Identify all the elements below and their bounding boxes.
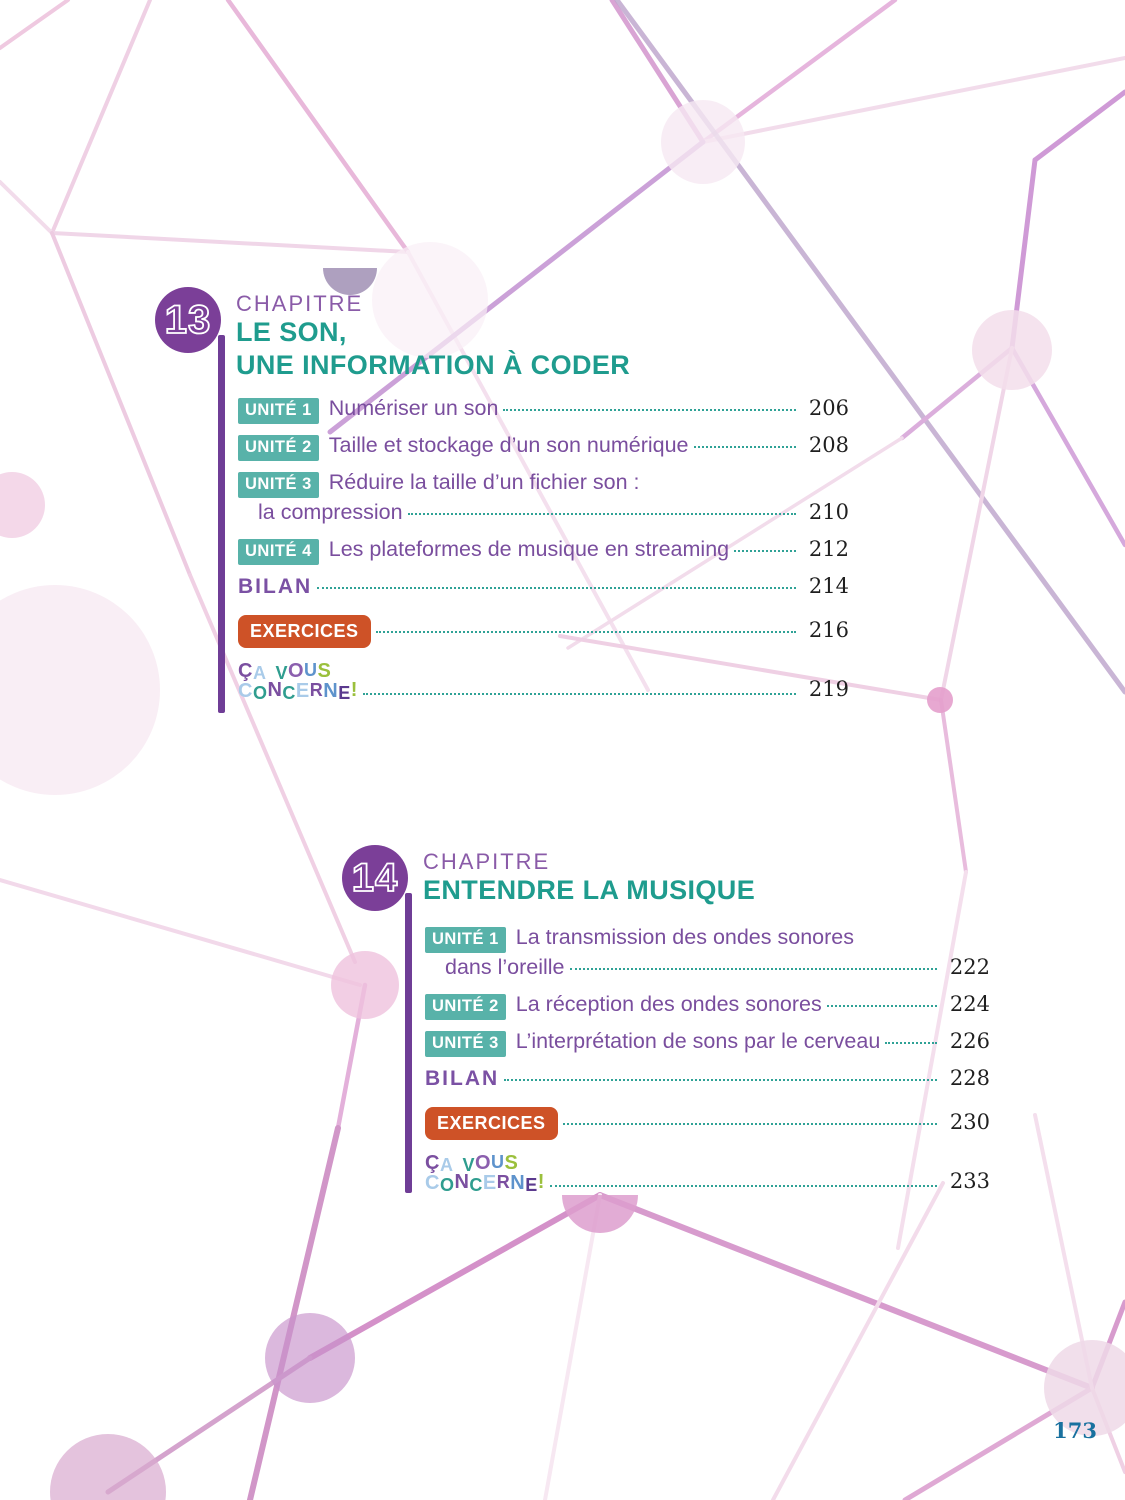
chapter-13-block: 13 CHAPITRE LE SON, UNE INFORMATION À CO… xyxy=(155,287,849,713)
entry-page-number: 224 xyxy=(949,992,990,1016)
entry-page-number: 226 xyxy=(949,1029,990,1053)
chapter-14-number-badge: 14 xyxy=(342,845,408,911)
dotted-leader xyxy=(362,693,796,695)
bilan-label: BILAN xyxy=(238,575,313,598)
toc-entry-exercices: EXERCICES 216 xyxy=(238,615,849,648)
toc-entry-unit4: UNITÉ 4 Les plateformes de musique en st… xyxy=(238,537,849,566)
unit-badge: UNITÉ 2 xyxy=(238,435,319,461)
exercices-badge: EXERCICES xyxy=(238,615,371,648)
entry-page-number: 230 xyxy=(949,1110,990,1134)
chapter-14-number: 14 xyxy=(351,855,399,901)
toc-entry-unit3-line2: la compression 210 xyxy=(238,500,849,529)
entry-title: L’interprétation de sons par le cerveau xyxy=(515,1029,881,1053)
logo-line2: CONCERNE! xyxy=(425,1171,545,1195)
logo-line1: ÇA VOUS xyxy=(238,660,332,683)
dotted-leader xyxy=(407,513,796,515)
dotted-leader xyxy=(734,550,796,552)
toc-entry-unit1-line1: UNITÉ 1 La transmission des ondes sonore… xyxy=(425,925,990,954)
entry-page-number: 210 xyxy=(808,500,849,524)
dotted-leader xyxy=(885,1042,937,1044)
toc-entry-ca-vous-concerne: ÇA VOUS CONCERNE! 219 xyxy=(238,660,849,703)
toc-entry-unit1: UNITÉ 1 Numériser un son 206 xyxy=(238,396,849,425)
dotted-leader xyxy=(504,1079,937,1081)
chapter-13-number: 13 xyxy=(164,297,212,343)
dotted-leader xyxy=(826,1005,937,1007)
toc-entry-unit2: UNITÉ 2 La réception des ondes sonores 2… xyxy=(425,992,990,1021)
chapter-13-kicker: CHAPITRE xyxy=(236,291,364,316)
unit-badge: UNITÉ 3 xyxy=(425,1031,506,1057)
unit-badge: UNITÉ 4 xyxy=(238,539,319,565)
entry-title: Réduire la taille d’un fichier son : xyxy=(328,470,640,494)
bilan-label: BILAN xyxy=(425,1067,500,1090)
entry-page-number: 214 xyxy=(808,574,849,598)
dotted-leader xyxy=(693,446,796,448)
dotted-leader xyxy=(562,1123,937,1125)
entry-title: La transmission des ondes sonores xyxy=(515,925,854,949)
exercices-badge: EXERCICES xyxy=(425,1107,558,1140)
entry-page-number: 228 xyxy=(949,1066,990,1090)
unit-badge: UNITÉ 3 xyxy=(238,472,319,498)
chapter-14-header: 14 CHAPITRE ENTENDRE LA MUSIQUE xyxy=(342,845,990,911)
chapter-14-entries: UNITÉ 1 La transmission des ondes sonore… xyxy=(425,925,990,1195)
entry-page-number: 216 xyxy=(808,618,849,642)
entry-title-continuation: dans l’oreille xyxy=(445,955,565,979)
toc-entry-unit2: UNITÉ 2 Taille et stockage d’un son numé… xyxy=(238,433,849,462)
toc-entry-unit3: UNITÉ 3 L’interprétation de sons par le … xyxy=(425,1029,990,1058)
toc-entry-unit1-line2: dans l’oreille 222 xyxy=(425,955,990,984)
entry-page-number: 212 xyxy=(808,537,849,561)
chapter-14-titles: CHAPITRE ENTENDRE LA MUSIQUE xyxy=(423,850,755,907)
page-folio: 173 xyxy=(1053,1418,1097,1443)
toc-entry-ca-vous-concerne: ÇA VOUS CONCERNE! 233 xyxy=(425,1152,990,1195)
entry-title: Taille et stockage d’un son numérique xyxy=(328,433,689,457)
entry-page-number: 222 xyxy=(949,955,990,979)
unit-badge: UNITÉ 1 xyxy=(238,398,319,424)
entry-title-continuation: la compression xyxy=(258,500,403,524)
chapter-14-title-line1: ENTENDRE LA MUSIQUE xyxy=(423,875,756,905)
logo-line2: CONCERNE! xyxy=(238,679,358,703)
chapter-13-title-line2: UNE INFORMATION À CODER xyxy=(236,350,631,380)
entry-title: La réception des ondes sonores xyxy=(515,992,822,1016)
unit-badge: UNITÉ 1 xyxy=(425,927,506,953)
dotted-leader xyxy=(503,409,796,411)
entry-page-number: 219 xyxy=(808,677,849,701)
chapter-13-number-badge: 13 xyxy=(155,287,221,353)
dotted-leader xyxy=(317,587,796,589)
entry-title: Numériser un son xyxy=(328,396,499,420)
ca-vous-concerne-logo: ÇA VOUS CONCERNE! xyxy=(238,660,358,703)
chapter-13-title-line1: LE SON, xyxy=(236,317,347,347)
logo-line1: ÇA VOUS xyxy=(425,1152,519,1175)
chapter-13-accent-bar xyxy=(218,335,225,713)
chapter-13-titles: CHAPITRE LE SON, UNE INFORMATION À CODER xyxy=(236,292,630,382)
dotted-leader xyxy=(549,1185,937,1187)
toc-entry-bilan: BILAN 214 xyxy=(238,574,849,603)
entry-page-number: 208 xyxy=(808,433,849,457)
chapter-13-entries: UNITÉ 1 Numériser un son 206 UNITÉ 2 Tai… xyxy=(238,396,849,703)
entry-title: Les plateformes de musique en streaming xyxy=(328,537,730,561)
entry-page-number: 233 xyxy=(949,1169,990,1193)
chapter-13-header: 13 CHAPITRE LE SON, UNE INFORMATION À CO… xyxy=(155,287,849,382)
chapter-14-block: 14 CHAPITRE ENTENDRE LA MUSIQUE UNITÉ 1 … xyxy=(342,845,990,1201)
dotted-leader xyxy=(569,968,937,970)
toc-entry-exercices: EXERCICES 230 xyxy=(425,1107,990,1140)
unit-badge: UNITÉ 2 xyxy=(425,994,506,1020)
toc-entry-unit3-line1: UNITÉ 3 Réduire la taille d’un fichier s… xyxy=(238,470,849,499)
entry-page-number: 206 xyxy=(808,396,849,420)
toc-entry-bilan: BILAN 228 xyxy=(425,1066,990,1095)
chapter-14-kicker: CHAPITRE xyxy=(423,849,551,874)
chapter-14-accent-bar xyxy=(405,893,412,1193)
dotted-leader xyxy=(375,631,796,633)
network-nodes xyxy=(0,100,1125,1500)
ca-vous-concerne-logo: ÇA VOUS CONCERNE! xyxy=(425,1152,545,1195)
